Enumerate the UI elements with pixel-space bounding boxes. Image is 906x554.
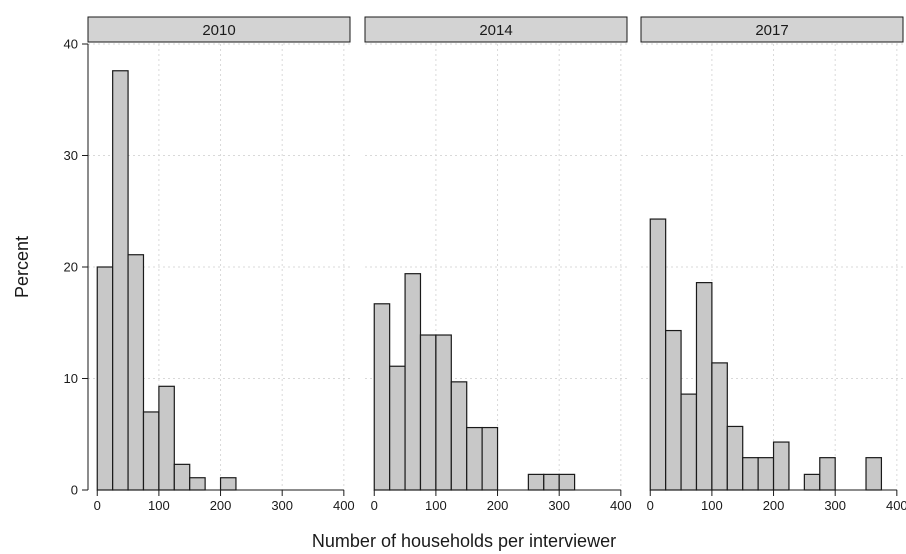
histogram-bar (373, 303, 391, 491)
histogram-bar (665, 329, 682, 491)
histogram-bar (189, 477, 206, 491)
x-tick-label: 300 (548, 498, 570, 513)
panel-strip-label: 2017 (755, 22, 788, 39)
panel-2014: 2014 0 100 200 300 400 (364, 16, 632, 513)
y-tick-label: 0 (71, 483, 78, 498)
panel-strip-label: 2010 (202, 22, 235, 39)
panel-2010: 2010 0 100 200 300 400 (87, 16, 355, 513)
histogram-bar (772, 441, 790, 491)
x-tick-label: 300 (824, 498, 846, 513)
x-tick-label: 200 (210, 498, 232, 513)
x-tick-label: 400 (333, 498, 355, 513)
histogram-bar (389, 365, 406, 491)
x-tick-label: 100 (148, 498, 170, 513)
histogram-bar (173, 463, 191, 491)
y-tick-label: 10 (64, 371, 78, 386)
histogram-bar (803, 473, 821, 491)
panel-2017: 2017 0 100 200 300 400 (640, 16, 906, 513)
x-tick-label: 0 (647, 498, 654, 513)
histogram-bar (865, 457, 883, 491)
x-axis: 0 100 200 300 400 (371, 489, 632, 513)
histogram-bar (466, 426, 483, 491)
x-tick-label: 300 (271, 498, 293, 513)
histogram-bar (680, 393, 698, 491)
histogram-bar (96, 266, 114, 491)
x-tick-label: 200 (763, 498, 785, 513)
x-tick-label: 100 (425, 498, 447, 513)
histogram-bar (127, 254, 145, 491)
x-tick-label: 400 (610, 498, 632, 513)
histogram-bar (649, 218, 667, 491)
histogram-bar (742, 457, 759, 491)
x-tick-label: 0 (94, 498, 101, 513)
y-tick-label: 30 (64, 148, 78, 163)
y-axis-title: Percent (12, 236, 32, 298)
x-tick-label: 100 (701, 498, 723, 513)
panel-strip (364, 16, 628, 43)
histogram-bar (819, 457, 836, 491)
histogram-bar (404, 273, 422, 491)
x-tick-label: 400 (886, 498, 906, 513)
panel-strip-label: 2014 (479, 22, 512, 39)
histogram-bar (543, 473, 560, 491)
histogram-bar (419, 334, 437, 491)
x-tick-label: 0 (371, 498, 378, 513)
histogram-bar (527, 473, 545, 491)
y-tick-label: 40 (64, 37, 78, 52)
histogram-bar (450, 381, 468, 491)
histogram-bar (757, 457, 775, 491)
panel-strip (640, 16, 904, 43)
x-tick-label: 200 (487, 498, 509, 513)
x-axis-title: Number of households per interviewer (312, 531, 616, 551)
histogram-bar (112, 70, 129, 491)
x-axis: 0 100 200 300 400 (94, 489, 355, 513)
histogram-bar (558, 473, 576, 491)
histogram-bar (142, 411, 160, 491)
y-axis: 0 10 20 30 40 (64, 37, 89, 498)
histogram-bar (711, 362, 728, 491)
histogram-bar (219, 477, 237, 491)
histogram-bar (158, 385, 175, 491)
histogram-bar (435, 334, 452, 491)
y-tick-label: 20 (64, 260, 78, 275)
histogram-bar (695, 282, 713, 491)
histogram-bar (726, 425, 744, 491)
histogram-bar (481, 426, 499, 491)
panel-strip (87, 16, 351, 43)
x-axis: 0 100 200 300 400 (647, 489, 906, 513)
panels-layer: 2010 0 100 200 300 400 2014 0 100 200 300 400 2017 0 1… (87, 16, 906, 513)
